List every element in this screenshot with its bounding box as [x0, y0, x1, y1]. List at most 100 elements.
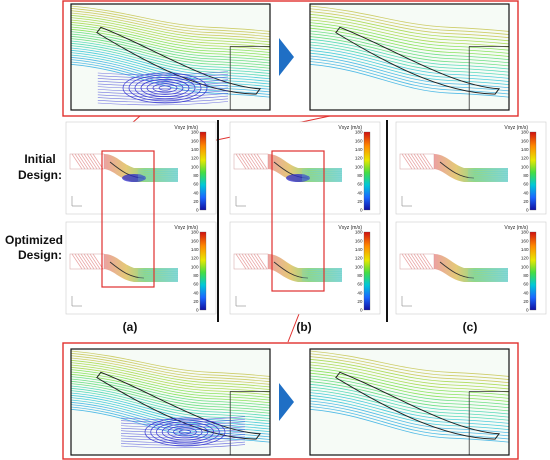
channel-flow: [104, 154, 178, 182]
outlet-line: [137, 170, 179, 173]
recirculation-line: [97, 90, 229, 95]
streamline: [71, 14, 270, 43]
recirculation-line: [120, 434, 246, 438]
inlet-line: [238, 153, 250, 170]
streamline: [71, 359, 270, 388]
colorbar-tick-label: 180: [355, 230, 363, 235]
streamline: [71, 383, 270, 414]
top-zoom-frame: [62, 0, 519, 117]
channel-flow: [104, 254, 178, 282]
inlet-line: [77, 253, 89, 270]
recirculation-line: [120, 416, 246, 421]
inlet-line: [71, 253, 83, 270]
streamline: [71, 362, 270, 390]
streamline: [310, 403, 509, 437]
colorbar-tick-label: 40: [357, 190, 363, 195]
streamline: [310, 33, 509, 64]
colorbar-tick-label: 0: [196, 308, 199, 313]
recirculation-line: [97, 101, 229, 106]
colorbar-tick-label: 140: [355, 247, 363, 252]
colorbar-tick-label: 20: [193, 199, 199, 204]
streamline: [71, 12, 270, 40]
zoom-top-optimized-flowfield: [310, 4, 509, 110]
colorbar-tick-label: 80: [357, 273, 363, 278]
colorbar-tick-label: 160: [521, 238, 529, 243]
streamline: [71, 28, 270, 59]
streamline: [310, 13, 509, 42]
colorbar-tick-label: 160: [521, 138, 529, 143]
colorbar: [529, 131, 537, 211]
streamline: [310, 367, 509, 396]
streamline: [71, 390, 270, 422]
colorbar-tick-label: 120: [355, 156, 363, 161]
colorbar-tick-label: 120: [191, 156, 199, 161]
inlet-line: [241, 153, 253, 170]
outlet-line: [467, 168, 509, 171]
recirculation-line: [97, 95, 229, 100]
streamline: [71, 7, 270, 35]
zoom-bottom-initial-box: [70, 348, 271, 456]
streamline: [310, 52, 509, 86]
label-initial-line2: Design:: [18, 168, 62, 182]
colorbar-title: Vxyz (m/s): [338, 225, 362, 231]
streamline: [310, 350, 509, 377]
streamline: [310, 378, 509, 409]
streamline: [310, 408, 509, 443]
inlet-line: [416, 253, 428, 270]
recirculation-line: [97, 98, 229, 103]
inlet-line: [247, 253, 259, 270]
inlet-line: [256, 253, 268, 270]
inlet-line: [235, 253, 247, 270]
colorbar-tick-label: 60: [357, 182, 363, 187]
blade-outline: [335, 26, 501, 95]
streamline: [71, 371, 270, 401]
colorbar-tick-label: 60: [193, 182, 199, 187]
streamline: [71, 366, 270, 396]
colorbar-tick-label: 140: [191, 247, 199, 252]
streamline: [71, 376, 270, 406]
channel-flow: [434, 154, 508, 182]
colorbar-tick-label: 40: [523, 190, 529, 195]
streamline: [310, 44, 509, 76]
streamline: [71, 380, 270, 411]
colorbar-tick-label: 20: [357, 299, 363, 304]
streamline: [71, 26, 270, 56]
label-optimized-line2: Design:: [18, 248, 62, 262]
streamline: [310, 406, 509, 440]
streamline: [71, 59, 270, 93]
streamline: [71, 61, 270, 95]
column-label-a: (a): [123, 320, 138, 334]
thumbnail-c-optimized: Vxyz (m/s)180 160 140 120 100 80 60 40 20 0: [395, 221, 547, 315]
inlet-line: [419, 253, 431, 270]
outlet-line: [467, 273, 509, 275]
streamline: [310, 63, 509, 98]
inlet-line: [74, 153, 86, 170]
inlet-line: [71, 153, 83, 170]
colorbar-tick-label: 140: [355, 147, 363, 152]
inlet-line: [247, 153, 259, 170]
colorbar-tick-label: 80: [357, 173, 363, 178]
colorbar-title: Vxyz (m/s): [174, 225, 198, 231]
label-initial-line1: Initial: [24, 152, 55, 166]
colorbar-tick-label: 20: [523, 199, 529, 204]
inlet-line: [89, 153, 101, 170]
streamline: [71, 38, 270, 69]
colorbar-tick-label: 0: [196, 208, 199, 213]
bottom-zoom-frame: [62, 342, 519, 460]
inlet-line: [244, 253, 256, 270]
colorbar-tick-label: 140: [521, 147, 529, 152]
colorbar-tick-label: 40: [193, 290, 199, 295]
colorbar-tick-label: 120: [191, 256, 199, 261]
colorbar-tick-label: 40: [193, 190, 199, 195]
recirculation-line: [120, 426, 246, 431]
channel-flow: [434, 254, 508, 282]
thumbnail-b-optimized: Vxyz (m/s)180 160 140 120 100 80 60 40 20 0: [229, 221, 381, 315]
zoom-bottom-optimized-box: [309, 348, 510, 456]
streamline: [310, 36, 509, 67]
top-arrow-icon: [279, 38, 294, 76]
colorbar-tick-label: 180: [521, 230, 529, 235]
colorbar-tick-label: 100: [521, 164, 529, 169]
colorbar-tick-label: 0: [360, 208, 363, 213]
outlet-line: [137, 173, 179, 175]
